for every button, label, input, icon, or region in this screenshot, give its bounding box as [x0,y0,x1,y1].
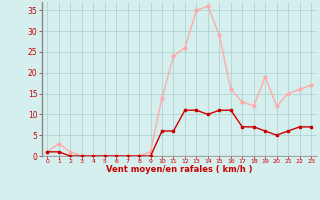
X-axis label: Vent moyen/en rafales ( km/h ): Vent moyen/en rafales ( km/h ) [106,165,252,174]
